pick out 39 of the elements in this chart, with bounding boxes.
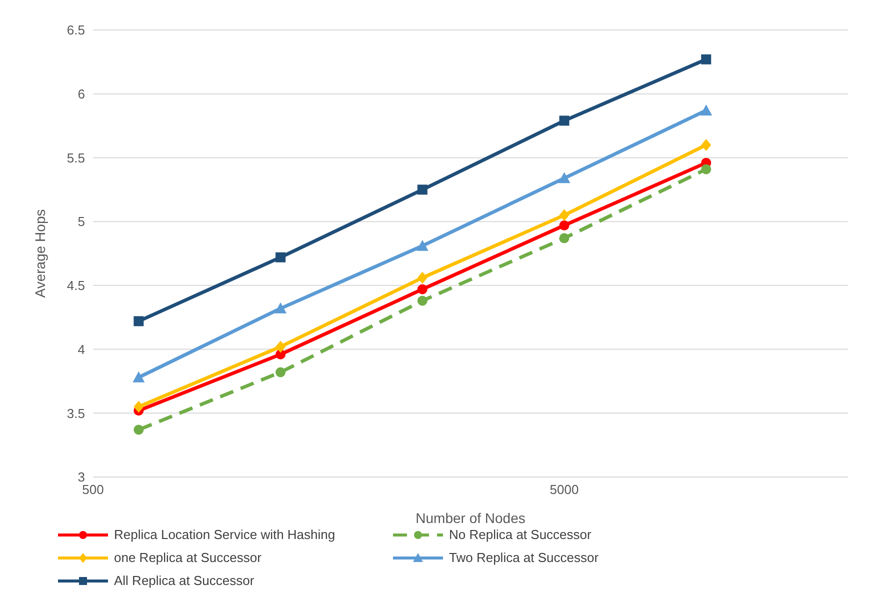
y-tick-label: 6.5	[66, 22, 85, 38]
point	[276, 367, 286, 378]
x-tick-label: 5000	[550, 482, 579, 498]
point	[134, 424, 144, 435]
point	[559, 116, 570, 126]
point	[701, 54, 712, 64]
point	[134, 400, 144, 413]
point	[276, 340, 286, 353]
y-tick-label: 4.5	[66, 278, 85, 294]
point	[134, 316, 144, 326]
y-tick-label: 6	[78, 86, 85, 102]
legend-label: All Replica at Successor	[114, 573, 254, 588]
point	[132, 371, 145, 382]
point	[700, 104, 712, 116]
point	[417, 296, 428, 306]
x-tick-label: 500	[82, 482, 104, 498]
y-tick-label: 3	[78, 470, 85, 485]
legend-label: one Replica at Successor	[114, 550, 262, 565]
y-axis-title: Average Hops	[32, 209, 48, 298]
point	[276, 252, 286, 262]
legend-label: No Replica at Successor	[449, 527, 592, 542]
point	[701, 138, 712, 151]
y-tick-label: 3.5	[66, 406, 85, 421]
point	[417, 284, 428, 294]
point	[558, 172, 570, 184]
legend-label: Replica Location Service with Hashing	[114, 527, 336, 542]
point	[274, 302, 287, 314]
y-tick-label: 5	[78, 214, 85, 230]
point	[559, 209, 570, 222]
point	[559, 220, 570, 230]
legend-label: Two Replica at Successor	[449, 550, 599, 565]
point	[701, 164, 712, 174]
x-axis-title: Number of Nodes	[416, 510, 526, 526]
point	[416, 240, 428, 251]
point	[559, 233, 570, 244]
point	[417, 184, 428, 195]
y-tick-label: 5.5	[66, 150, 85, 166]
y-tick-label: 4	[78, 342, 85, 357]
point	[417, 272, 428, 284]
